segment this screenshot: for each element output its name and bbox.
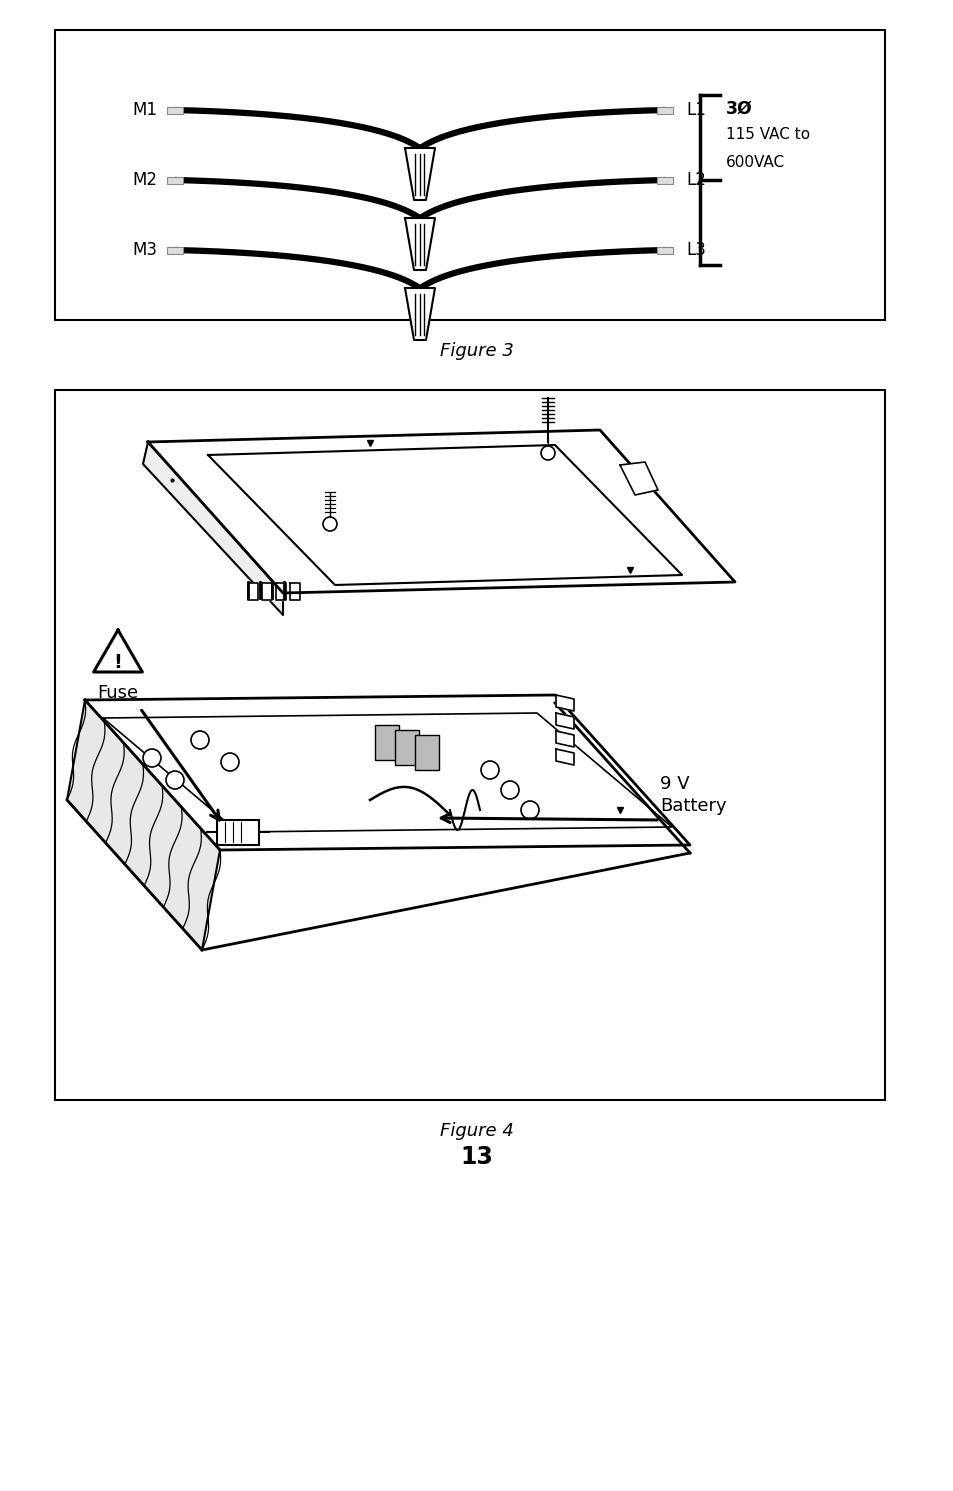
Text: M3: M3	[132, 242, 157, 259]
Bar	[657, 176, 672, 183]
Circle shape	[166, 771, 184, 789]
Text: L2: L2	[685, 171, 705, 189]
Polygon shape	[248, 583, 257, 599]
Text: Figure 3: Figure 3	[439, 341, 514, 359]
Bar	[216, 820, 258, 845]
Text: M1: M1	[132, 101, 157, 119]
Text: L1: L1	[685, 101, 705, 119]
Text: 3Ø: 3Ø	[725, 100, 752, 118]
Text: M2: M2	[132, 171, 157, 189]
Circle shape	[480, 760, 498, 778]
Polygon shape	[143, 441, 283, 614]
Text: Fuse: Fuse	[97, 684, 138, 702]
Polygon shape	[67, 699, 220, 950]
Polygon shape	[556, 731, 574, 747]
Bar	[167, 106, 183, 113]
Circle shape	[540, 446, 555, 461]
Polygon shape	[556, 748, 574, 765]
Bar	[657, 106, 672, 113]
Polygon shape	[275, 583, 286, 599]
Polygon shape	[262, 583, 272, 599]
Polygon shape	[556, 713, 574, 729]
Circle shape	[221, 753, 239, 771]
Circle shape	[143, 748, 161, 766]
Polygon shape	[619, 462, 658, 495]
Bar	[415, 735, 438, 769]
Bar	[55, 30, 884, 321]
Polygon shape	[148, 429, 734, 593]
Bar	[55, 391, 884, 1100]
Polygon shape	[85, 695, 689, 850]
Polygon shape	[556, 695, 574, 711]
Polygon shape	[405, 148, 435, 200]
Polygon shape	[290, 583, 299, 599]
Bar	[167, 176, 183, 183]
Text: !: !	[113, 653, 122, 672]
Text: 600VAC: 600VAC	[725, 155, 784, 170]
Text: 115 VAC to: 115 VAC to	[725, 127, 809, 142]
Text: 13: 13	[460, 1145, 493, 1169]
Bar	[657, 246, 672, 253]
Text: 9 V
Battery: 9 V Battery	[659, 775, 726, 816]
Bar	[395, 731, 418, 765]
Circle shape	[323, 517, 336, 531]
Circle shape	[520, 801, 538, 819]
Bar	[375, 725, 398, 760]
Text: L3: L3	[685, 242, 705, 259]
Polygon shape	[405, 218, 435, 270]
Bar	[167, 246, 183, 253]
Polygon shape	[405, 288, 435, 340]
Circle shape	[191, 731, 209, 748]
Circle shape	[500, 781, 518, 799]
Text: Figure 4: Figure 4	[439, 1123, 514, 1141]
Polygon shape	[93, 631, 142, 672]
